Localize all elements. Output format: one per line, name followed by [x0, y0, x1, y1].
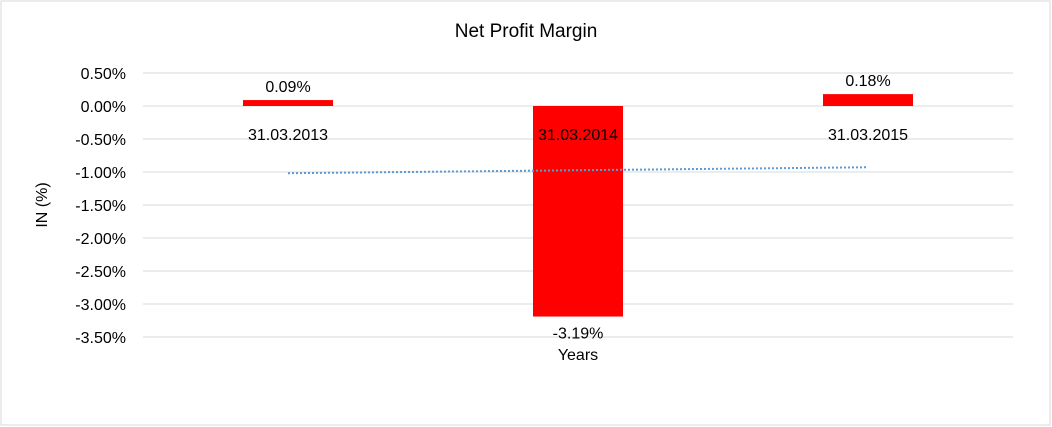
x-axis-label: Years	[558, 347, 598, 364]
y-tick-label: -1.00%	[75, 165, 126, 182]
x-tick-label: 31.03.2014	[538, 127, 618, 144]
y-tick-label: 0.50%	[81, 66, 126, 83]
data-label: -3.19%	[553, 326, 604, 343]
y-tick-label: -2.00%	[75, 231, 126, 248]
x-tick-label: 31.03.2015	[828, 127, 908, 144]
bar-31.03.2014	[533, 106, 623, 317]
trendline	[287, 166, 869, 175]
y-tick-label: -1.50%	[75, 198, 126, 215]
data-label: 0.18%	[845, 73, 890, 90]
y-tick-label: -3.00%	[75, 297, 126, 314]
y-tick-label: 0.00%	[81, 99, 126, 116]
bar-31.03.2013	[243, 100, 333, 106]
y-tick-label: -2.50%	[75, 264, 126, 281]
chart-title: Net Profit Margin	[455, 21, 598, 42]
y-tick-label: -3.50%	[75, 330, 126, 347]
y-tick-label: -0.50%	[75, 132, 126, 149]
data-label: 0.09%	[265, 79, 310, 96]
y-axis-label: IN (%)	[34, 182, 51, 227]
x-tick-label: 31.03.2013	[248, 127, 328, 144]
bar-31.03.2015	[823, 94, 913, 106]
